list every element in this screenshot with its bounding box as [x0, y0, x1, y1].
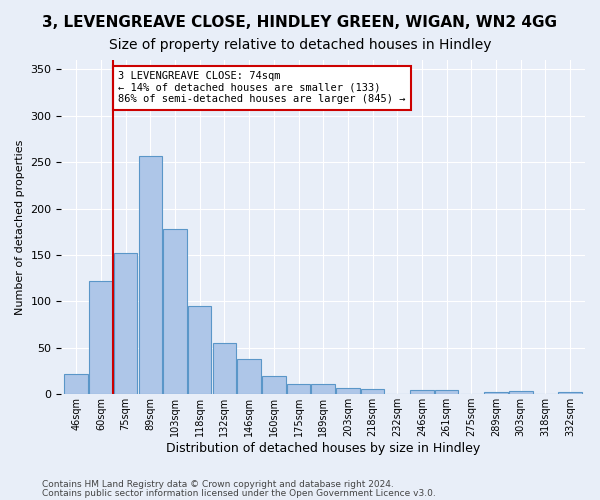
Bar	[262, 376, 286, 394]
Bar	[410, 390, 434, 394]
Bar	[509, 392, 533, 394]
Text: Contains HM Land Registry data © Crown copyright and database right 2024.: Contains HM Land Registry data © Crown c…	[42, 480, 394, 489]
Bar	[559, 392, 582, 394]
Bar	[484, 392, 508, 394]
Bar	[336, 388, 359, 394]
Bar	[188, 306, 211, 394]
Bar	[114, 253, 137, 394]
Bar	[212, 343, 236, 394]
Text: 3, LEVENGREAVE CLOSE, HINDLEY GREEN, WIGAN, WN2 4GG: 3, LEVENGREAVE CLOSE, HINDLEY GREEN, WIG…	[43, 15, 557, 30]
Bar	[89, 281, 113, 394]
Text: Contains public sector information licensed under the Open Government Licence v3: Contains public sector information licen…	[42, 488, 436, 498]
Bar	[435, 390, 458, 394]
Bar	[238, 359, 261, 394]
Bar	[163, 229, 187, 394]
Text: 3 LEVENGREAVE CLOSE: 74sqm
← 14% of detached houses are smaller (133)
86% of sem: 3 LEVENGREAVE CLOSE: 74sqm ← 14% of deta…	[118, 71, 406, 104]
Text: Size of property relative to detached houses in Hindley: Size of property relative to detached ho…	[109, 38, 491, 52]
Bar	[361, 388, 385, 394]
Bar	[287, 384, 310, 394]
Bar	[139, 156, 162, 394]
Bar	[64, 374, 88, 394]
Bar	[311, 384, 335, 394]
Y-axis label: Number of detached properties: Number of detached properties	[15, 140, 25, 315]
X-axis label: Distribution of detached houses by size in Hindley: Distribution of detached houses by size …	[166, 442, 481, 455]
